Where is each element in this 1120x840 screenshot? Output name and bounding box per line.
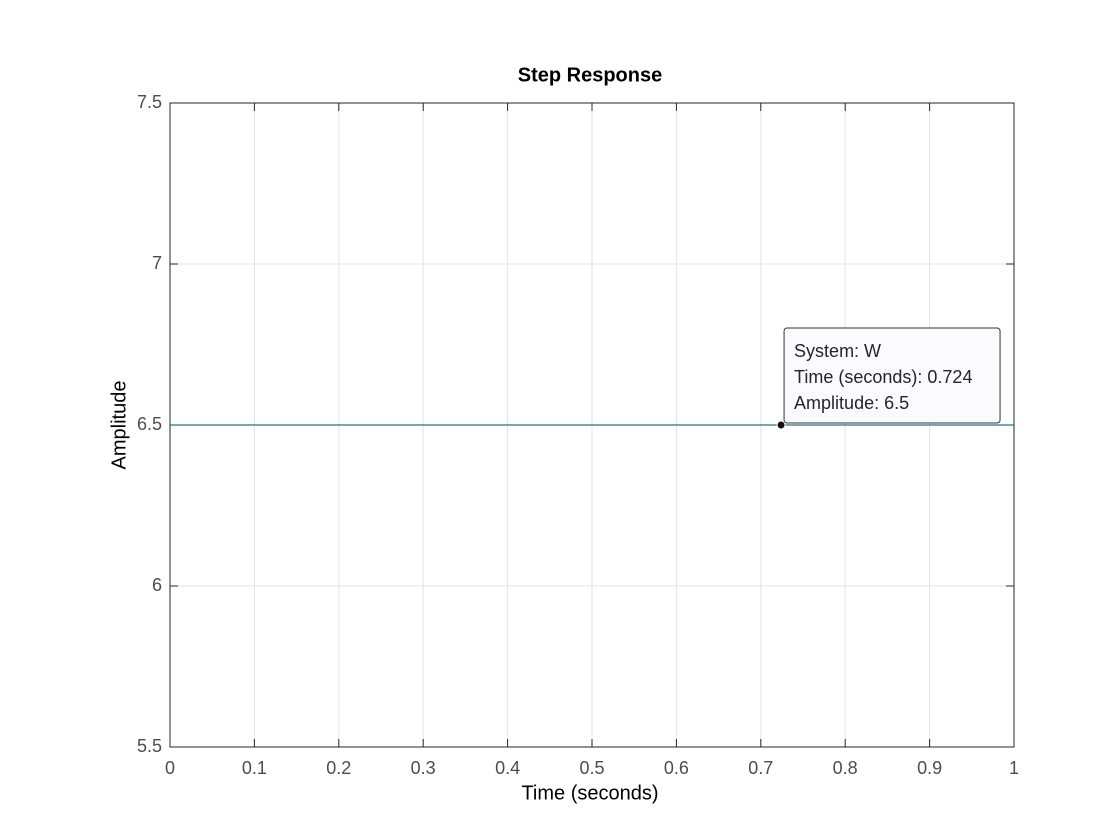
- x-tick-label: 0.8: [833, 758, 858, 778]
- x-tick-label: 0.2: [326, 758, 351, 778]
- datatip-text: Amplitude: 6.5: [794, 393, 909, 413]
- y-tick-label: 6: [152, 575, 162, 595]
- datatip-marker: [776, 420, 786, 430]
- datatip-text: Time (seconds): 0.724: [794, 367, 972, 387]
- datatip-text: System: W: [794, 341, 881, 361]
- x-tick-label: 0.1: [242, 758, 267, 778]
- x-tick-label: 0: [165, 758, 175, 778]
- chart-title: Step Response: [518, 64, 662, 86]
- x-tick-label: 0.7: [748, 758, 773, 778]
- x-tick-label: 0.6: [664, 758, 689, 778]
- x-tick-label: 1: [1009, 758, 1019, 778]
- y-tick-label: 5.5: [137, 736, 162, 756]
- x-tick-label: 0.5: [579, 758, 604, 778]
- x-tick-label: 0.4: [495, 758, 520, 778]
- y-tick-label: 7: [152, 253, 162, 273]
- x-tick-label: 0.3: [411, 758, 436, 778]
- x-axis-label: Time (seconds): [521, 782, 658, 804]
- y-tick-label: 6.5: [137, 414, 162, 434]
- y-tick-label: 7.5: [137, 92, 162, 112]
- datatip-box: [783, 327, 1001, 424]
- x-tick-label: 0.9: [917, 758, 942, 778]
- y-axis-label: Amplitude: [108, 381, 130, 470]
